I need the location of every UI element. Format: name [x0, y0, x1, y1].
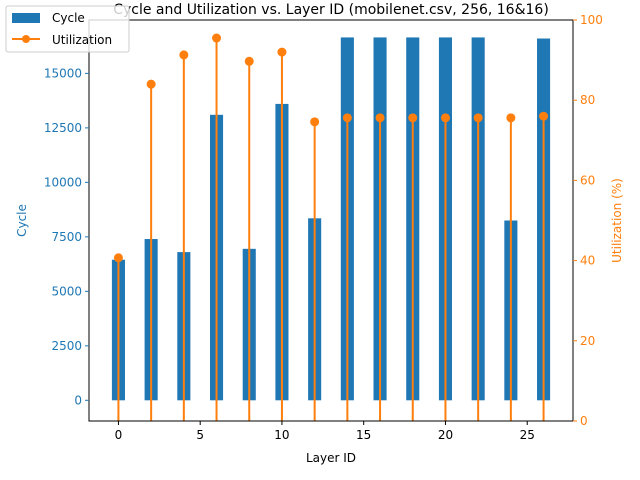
- marker-utilization: [277, 47, 287, 57]
- x-tick-label: 10: [274, 428, 289, 442]
- y-left-axis-title: Cycle: [15, 204, 29, 237]
- marker-utilization: [539, 111, 549, 121]
- marker-utilization: [473, 113, 483, 123]
- bars-layer: [111, 37, 551, 401]
- marker-utilization: [408, 113, 418, 123]
- y-left-tick-label: 0: [74, 393, 82, 407]
- x-tick-label: 5: [196, 428, 204, 442]
- marker-utilization: [375, 113, 385, 123]
- y-right-tick-label: 40: [580, 254, 595, 268]
- y-left-tick-label: 10000: [44, 175, 82, 189]
- y-right-tick-label: 100: [580, 13, 603, 27]
- x-tick-label: 25: [520, 428, 535, 442]
- legend-label-utilization: Utilization: [52, 33, 112, 47]
- y-left-tick-label: 5000: [51, 284, 82, 298]
- marker-utilization: [310, 117, 320, 127]
- plot-frame: [88, 19, 574, 422]
- marker-utilization: [506, 113, 516, 123]
- x-tick-label: 0: [115, 428, 123, 442]
- y-left-tick-label: 7500: [51, 230, 82, 244]
- legend-swatch-cycle: [12, 13, 40, 23]
- marker-utilization: [342, 113, 352, 123]
- y-right-tick-label: 80: [580, 93, 595, 107]
- y-left-tick-label: 12500: [44, 121, 82, 135]
- x-axis-title: Layer ID: [306, 451, 356, 465]
- legend-label-cycle: Cycle: [52, 11, 85, 25]
- y-right-tick-label: 20: [580, 334, 595, 348]
- y-right-tick-label: 0: [580, 414, 588, 428]
- marker-utilization: [146, 79, 156, 89]
- marker-utilization: [212, 33, 222, 43]
- marker-utilization: [440, 113, 450, 123]
- marker-utilization: [179, 50, 189, 60]
- y-right-tick-label: 60: [580, 173, 595, 187]
- chart-title: Cycle and Utilization vs. Layer ID (mobi…: [113, 2, 549, 18]
- legend-swatch-utilization-marker: [22, 35, 30, 43]
- y-left-tick-label: 15000: [44, 66, 82, 80]
- legend: Cycle Utilization: [5, 5, 130, 53]
- y-left-tick-label: 2500: [51, 339, 82, 353]
- stems-layer: [113, 33, 549, 421]
- y-right-axis-title: Utilization (%): [610, 178, 624, 263]
- x-tick-label: 20: [438, 428, 453, 442]
- axes-layer: 0 5 10 15 20 25 0 2500 5000 7500 10000 12500 15000 0 2…: [44, 13, 603, 442]
- marker-utilization: [244, 56, 254, 66]
- marker-utilization: [113, 253, 123, 263]
- x-tick-label: 15: [356, 428, 371, 442]
